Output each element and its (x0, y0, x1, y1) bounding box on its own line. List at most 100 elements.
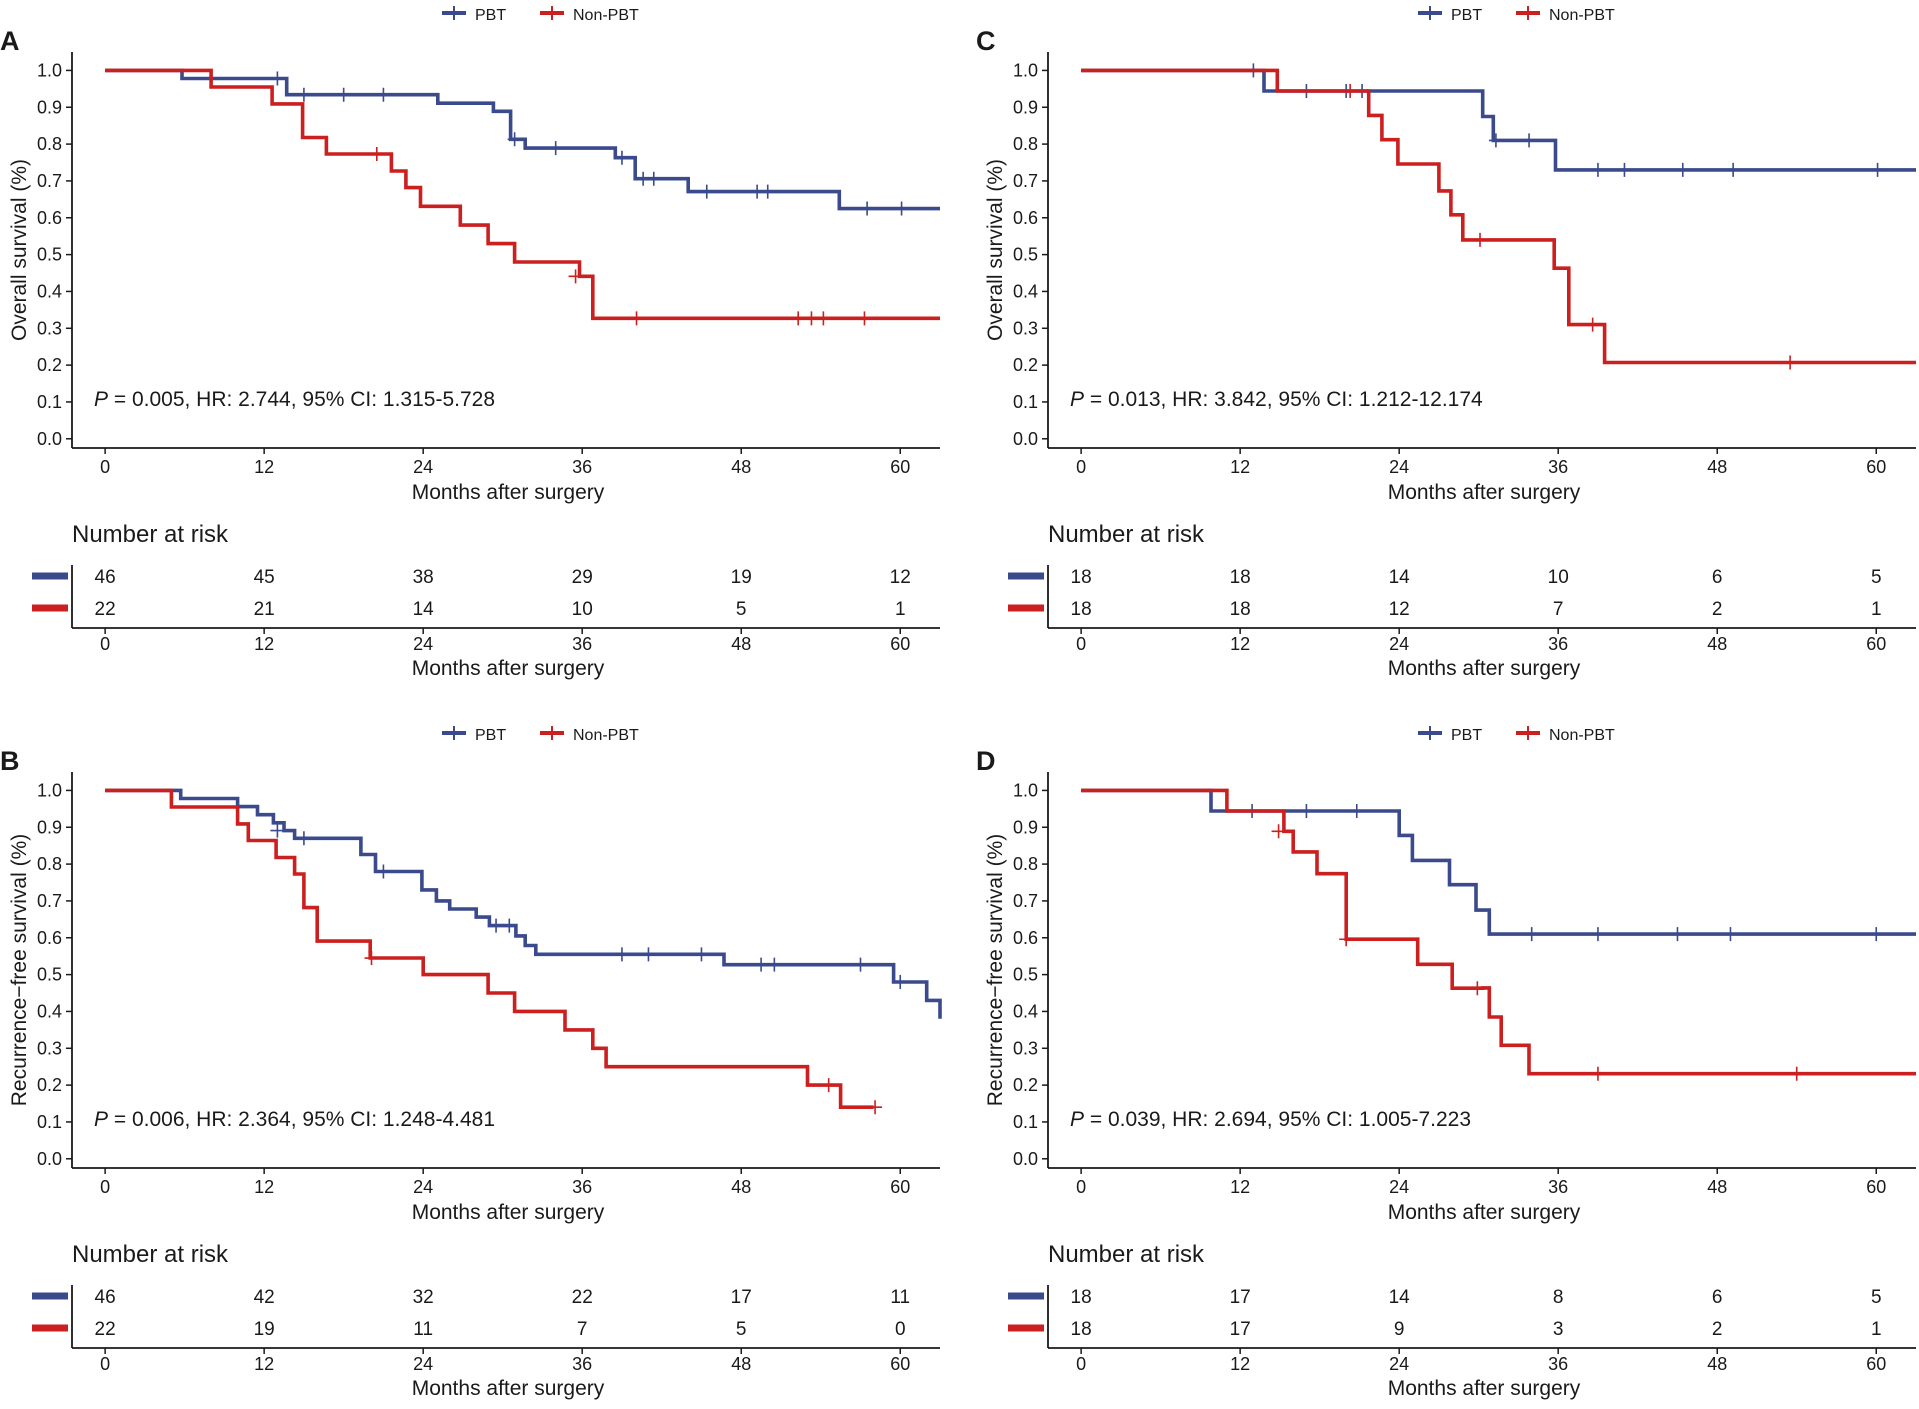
risk-x-tick-label: 12 (254, 1354, 274, 1374)
censor-mark (1585, 317, 1600, 332)
y-tick-label: 0.8 (1013, 134, 1038, 154)
risk-x-axis-title: Months after surgery (412, 657, 605, 680)
risk-count: 18 (1230, 567, 1251, 588)
x-tick-label: 0 (1076, 1177, 1086, 1197)
risk-x-tick-label: 36 (572, 1354, 592, 1374)
censor-mark (699, 184, 714, 199)
y-tick-label: 0.9 (37, 817, 62, 837)
censor-mark (336, 87, 351, 102)
y-tick-label: 0.5 (1013, 965, 1038, 985)
x-tick-label: 60 (890, 457, 910, 477)
censor-mark (1869, 927, 1884, 942)
censor-mark (548, 141, 563, 156)
curve-non-pbt (1081, 68, 1916, 365)
censor-mark (646, 171, 661, 186)
risk-count: 1 (895, 599, 906, 620)
risk-table-title: Number at risk (72, 1241, 229, 1268)
censor-mark (489, 918, 504, 933)
censor-mark (857, 311, 872, 326)
risk-count: 2 (1712, 599, 1723, 620)
stats-text: = 0.013, HR: 3.842, 95% CI: 1.212-12.174 (1084, 388, 1483, 411)
censor-mark (376, 87, 391, 102)
censor-mark (1470, 981, 1485, 996)
censor-mark (868, 1100, 883, 1115)
panel-B: B PBT Non-PBT 0.0 0.1 0.2 0.3 0.4 0.5 0.6 0.7 0.8 0.… (0, 726, 942, 1400)
legend-label: Non-PBT (1549, 727, 1615, 744)
x-tick-label: 48 (731, 457, 751, 477)
y-tick-label: 1.0 (1013, 60, 1038, 80)
y-tick-label: 0.2 (1013, 355, 1038, 375)
censor-mark (629, 311, 644, 326)
risk-count: 7 (1553, 599, 1564, 620)
risk-count: 18 (1071, 567, 1092, 588)
x-tick-label: 60 (1866, 1177, 1886, 1197)
censor-mark (894, 201, 909, 216)
y-tick-label: 0.3 (37, 318, 62, 338)
censor-mark (804, 311, 819, 326)
censor-mark (270, 823, 285, 838)
y-tick-label: 0.6 (37, 208, 62, 228)
y-tick-label: 0.9 (37, 97, 62, 117)
censor-mark (1726, 162, 1741, 177)
censor-mark (754, 957, 769, 972)
p-symbol: P (94, 1108, 108, 1131)
censor-mark (791, 311, 806, 326)
y-axis-title: Overall survival (%) (8, 159, 31, 341)
risk-count: 17 (731, 1287, 752, 1308)
risk-count: 11 (413, 1319, 433, 1340)
risk-x-axis-title: Months after surgery (412, 1377, 605, 1400)
risk-table-title: Number at risk (1048, 1241, 1205, 1268)
y-tick-label: 0.7 (37, 891, 62, 911)
x-tick-label: 24 (1389, 457, 1409, 477)
risk-count: 18 (1071, 1287, 1092, 1308)
censor-mark (1349, 804, 1364, 819)
stats-annotation: P = 0.039, HR: 2.694, 95% CI: 1.005-7.22… (1070, 1108, 1471, 1131)
curve-pbt (105, 788, 942, 1019)
x-tick-label: 24 (413, 1177, 433, 1197)
risk-x-axis-title: Months after surgery (1388, 1377, 1581, 1400)
censor-mark (1590, 927, 1605, 942)
censor-mark (893, 974, 908, 989)
curve-non-pbt (1081, 788, 1916, 1076)
x-tick-label: 48 (731, 1177, 751, 1197)
stats-annotation: P = 0.006, HR: 2.364, 95% CI: 1.248-4.48… (94, 1108, 495, 1131)
risk-count: 5 (736, 1319, 747, 1340)
risk-count: 45 (254, 567, 275, 588)
y-tick-label: 0.0 (37, 429, 62, 449)
risk-count: 42 (254, 1287, 275, 1308)
y-tick-label: 0.6 (1013, 208, 1038, 228)
censor-mark (507, 132, 522, 147)
censor-mark (1299, 804, 1314, 819)
curve-non-pbt (105, 788, 874, 1109)
y-tick-label: 0.1 (1013, 1112, 1038, 1132)
curve-pbt (1081, 788, 1916, 936)
risk-x-tick-label: 24 (1389, 634, 1409, 654)
risk-x-tick-label: 24 (413, 1354, 433, 1374)
risk-count: 5 (1871, 1287, 1882, 1308)
y-tick-label: 0.1 (37, 392, 62, 412)
risk-x-tick-label: 12 (254, 634, 274, 654)
risk-x-tick-label: 60 (1866, 1354, 1886, 1374)
stats-annotation: P = 0.013, HR: 3.842, 95% CI: 1.212-12.1… (1070, 388, 1483, 411)
x-axis-title: Months after surgery (1388, 1201, 1581, 1224)
legend-label: PBT (1451, 727, 1482, 744)
curve-pbt (1081, 68, 1916, 172)
y-tick-label: 0.5 (1013, 245, 1038, 265)
risk-x-tick-label: 0 (1076, 1354, 1086, 1374)
risk-count: 3 (1553, 1319, 1564, 1340)
risk-count: 18 (1071, 1319, 1092, 1340)
risk-count: 18 (1230, 599, 1251, 620)
risk-count: 2 (1712, 1319, 1723, 1340)
y-tick-label: 0.7 (1013, 171, 1038, 191)
risk-x-tick-label: 48 (731, 634, 751, 654)
x-tick-label: 0 (100, 457, 110, 477)
x-tick-label: 0 (100, 1177, 110, 1197)
y-tick-label: 0.4 (37, 1001, 62, 1021)
y-tick-label: 0.2 (37, 355, 62, 375)
panel-A: A PBT Non-PBT 0.0 0.1 0.2 0.3 0.4 0.5 0.6 0.7 0.8 0.… (0, 6, 940, 680)
risk-x-tick-label: 60 (890, 1354, 910, 1374)
censor-mark (369, 147, 384, 162)
risk-count: 12 (1389, 599, 1410, 620)
censor-mark (296, 87, 311, 102)
y-axis-title: Recurrence−free survival (%) (8, 834, 31, 1107)
